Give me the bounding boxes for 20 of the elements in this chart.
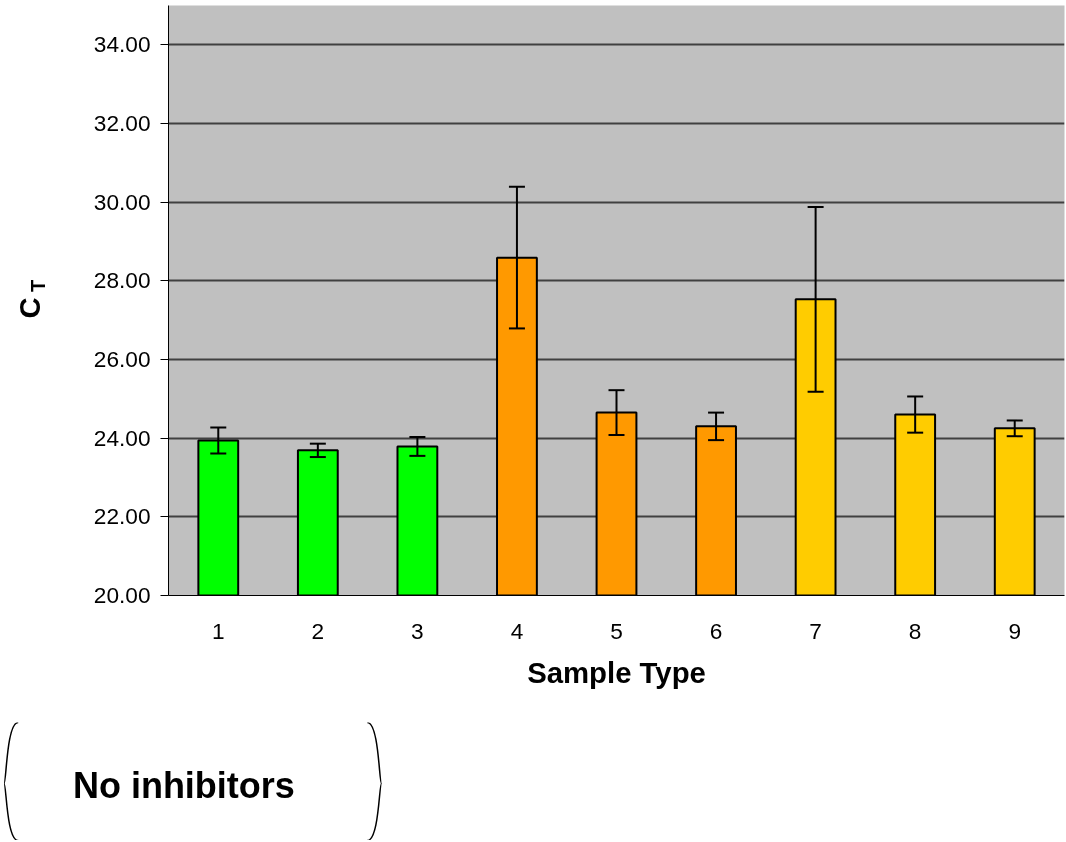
x-tick-label: 8 — [908, 617, 922, 644]
x-tick-label: 3 — [411, 617, 424, 644]
x-tick-label: 4 — [510, 617, 524, 644]
x-tick-label: 1 — [211, 617, 225, 644]
x-axis-title: Sample Type — [527, 655, 706, 689]
y-tick-label: 26.00 — [93, 346, 151, 372]
x-tick-label: 7 — [809, 617, 822, 644]
y-tick-label: 20.00 — [93, 582, 151, 608]
text: No inhibitors — [72, 765, 295, 806]
y-tick-label: 34.00 — [93, 31, 151, 58]
x-tick-label: 6 — [709, 617, 723, 644]
x-tick-label: 5 — [610, 617, 623, 644]
y-tick-label: 32.00 — [93, 110, 151, 136]
y-tick-label: 22.00 — [93, 503, 151, 530]
y-tick-label: 28.00 — [93, 267, 151, 294]
y-axis-title: CT — [12, 279, 49, 319]
y-tick-label: 30.00 — [93, 188, 151, 215]
y-tick-label: 24.00 — [93, 424, 151, 451]
x-tick-label: 9 — [1008, 617, 1022, 644]
x-tick-label: 2 — [311, 617, 325, 644]
